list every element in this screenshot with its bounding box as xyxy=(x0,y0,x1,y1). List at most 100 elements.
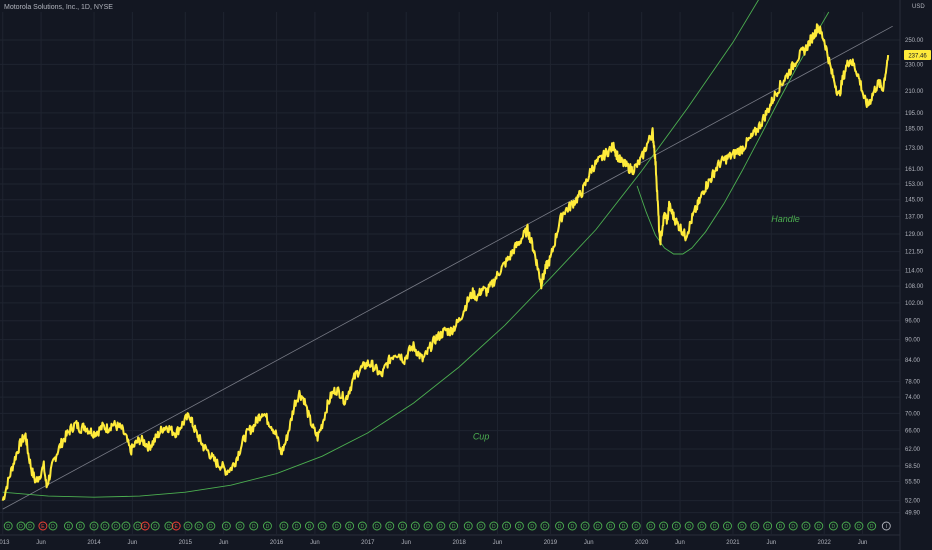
event-marker-icon[interactable] xyxy=(631,521,641,531)
event-marker-icon[interactable] xyxy=(737,521,747,531)
event-marker-icon[interactable] xyxy=(423,521,433,531)
event-marker-icon[interactable] xyxy=(194,521,204,531)
event-marker-icon[interactable] xyxy=(463,521,473,531)
event-marker-icon[interactable] xyxy=(710,521,720,531)
cup-curve[interactable] xyxy=(2,0,770,498)
event-marker-icon[interactable] xyxy=(133,521,143,531)
event-marker-icon[interactable] xyxy=(292,521,302,531)
event-marker-icon[interactable] xyxy=(867,521,877,531)
event-marker-icon[interactable] xyxy=(317,521,327,531)
event-marker-icon[interactable] xyxy=(75,521,85,531)
event-marker-letter: D xyxy=(124,524,128,530)
event-marker-letter: D xyxy=(766,524,770,530)
event-marker-icon[interactable] xyxy=(854,521,864,531)
event-marker-icon[interactable] xyxy=(436,521,446,531)
event-marker-icon[interactable] xyxy=(48,521,58,531)
event-marker-icon[interactable] xyxy=(841,521,851,531)
event-marker-icon[interactable] xyxy=(697,521,707,531)
price-tick: 121.50 xyxy=(905,250,924,256)
event-marker-icon[interactable] xyxy=(593,521,603,531)
event-marker-icon[interactable] xyxy=(514,521,524,531)
event-marker-icon[interactable] xyxy=(555,521,564,531)
event-marker-icon[interactable] xyxy=(249,521,259,531)
price-tick: 185.00 xyxy=(905,126,924,132)
event-marker-icon[interactable] xyxy=(121,521,131,531)
event-marker-icon[interactable] xyxy=(618,521,628,531)
event-marker-icon[interactable] xyxy=(775,521,785,531)
event-marker-icon[interactable] xyxy=(279,521,289,531)
event-marker-icon[interactable] xyxy=(410,521,420,531)
time-tick: Jun xyxy=(401,540,411,546)
event-marker-icon[interactable] xyxy=(89,521,99,531)
event-marker-icon[interactable] xyxy=(25,521,35,531)
event-marker-icon[interactable] xyxy=(723,521,732,531)
event-marker-icon[interactable] xyxy=(64,521,73,531)
event-marker-icon[interactable] xyxy=(372,521,382,531)
event-marker-icon[interactable] xyxy=(580,521,590,531)
event-marker-letter: D xyxy=(817,524,821,530)
event-marker-letter: D xyxy=(558,524,562,530)
event-marker-icon[interactable] xyxy=(763,521,773,531)
event-marker-letter: D xyxy=(492,524,496,530)
event-marker-icon[interactable] xyxy=(814,521,824,531)
event-marker-icon[interactable] xyxy=(385,521,395,531)
event-marker-icon[interactable] xyxy=(684,521,694,531)
event-marker-icon[interactable] xyxy=(476,521,486,531)
event-marker-icon[interactable] xyxy=(150,521,160,531)
event-marker-icon[interactable] xyxy=(606,521,616,531)
event-marker-letter: I xyxy=(886,524,887,530)
time-tick: Jun xyxy=(128,540,138,546)
event-marker-icon[interactable] xyxy=(332,521,342,531)
event-marker-icon[interactable] xyxy=(3,521,13,531)
event-marker-icon[interactable] xyxy=(659,521,669,531)
event-marker-icon[interactable] xyxy=(502,521,512,531)
event-marker-icon[interactable] xyxy=(235,521,245,531)
event-marker-icon[interactable] xyxy=(540,521,550,531)
event-marker-icon[interactable] xyxy=(345,521,355,531)
price-tick: 90.00 xyxy=(905,338,921,344)
event-marker-icon[interactable] xyxy=(38,521,48,531)
event-marker-icon[interactable] xyxy=(140,521,150,531)
event-marker-icon[interactable] xyxy=(183,521,193,531)
event-marker-icon[interactable] xyxy=(16,521,26,531)
event-marker-icon[interactable] xyxy=(527,521,537,531)
event-marker-icon[interactable] xyxy=(357,521,367,531)
event-marker-icon[interactable] xyxy=(828,521,838,531)
event-marker-icon[interactable] xyxy=(449,521,459,531)
event-marker-icon[interactable] xyxy=(750,521,760,531)
time-tick: Jun xyxy=(858,540,868,546)
price-axis[interactable]: 250.00 230.00 210.00 195.00 185.00 173.00 161.… xyxy=(905,38,924,517)
event-marker-icon[interactable] xyxy=(206,521,216,531)
event-marker-icon[interactable] xyxy=(801,521,811,531)
price-line[interactable] xyxy=(1,23,890,501)
event-marker-icon[interactable] xyxy=(171,521,181,531)
event-marker-icon[interactable] xyxy=(489,521,499,531)
event-marker-icon[interactable] xyxy=(671,521,681,531)
event-marker-letter: D xyxy=(622,524,626,530)
annotation-text[interactable]: Handle xyxy=(771,214,800,224)
event-marker-icon[interactable] xyxy=(262,521,272,531)
currency-label[interactable]: USD xyxy=(912,4,925,10)
time-tick: Jun xyxy=(310,540,320,546)
event-marker-letter: D xyxy=(857,524,861,530)
event-marker-icon[interactable] xyxy=(881,521,891,531)
event-marker-icon[interactable] xyxy=(164,521,174,531)
event-marker-icon[interactable] xyxy=(304,521,314,531)
event-marker-icon[interactable] xyxy=(398,521,407,531)
time-tick: 2015 xyxy=(179,540,193,546)
event-marker-icon[interactable] xyxy=(100,521,110,531)
event-marker-icon[interactable] xyxy=(646,521,656,531)
price-tick: 173.00 xyxy=(905,146,924,152)
event-marker-icon[interactable] xyxy=(111,521,121,531)
annotation-text[interactable]: Cup xyxy=(473,432,490,442)
event-marker-icon[interactable] xyxy=(567,521,577,531)
event-marker-letter: D xyxy=(414,524,418,530)
event-marker-icon[interactable] xyxy=(221,521,231,531)
event-marker-letter: D xyxy=(583,524,587,530)
trend-line[interactable] xyxy=(2,25,893,510)
handle-curve[interactable] xyxy=(636,11,830,255)
event-marker-letter: D xyxy=(466,524,470,530)
event-marker-letter: D xyxy=(530,524,534,530)
event-marker-icon[interactable] xyxy=(788,521,798,531)
